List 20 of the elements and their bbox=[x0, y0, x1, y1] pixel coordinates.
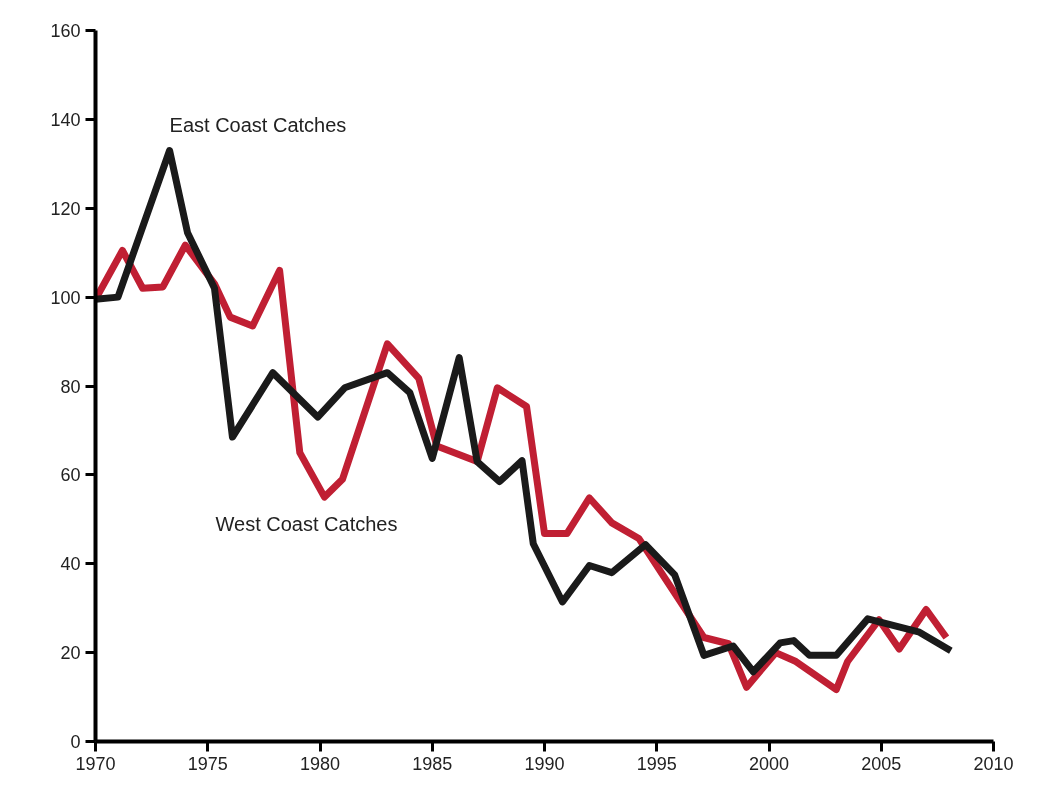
x-tick-label: 1995 bbox=[636, 753, 677, 774]
y-tick-label: 60 bbox=[60, 465, 81, 486]
y-tick-label: 160 bbox=[50, 21, 81, 41]
y-tick-label: 100 bbox=[50, 287, 81, 308]
y-tick-label: 140 bbox=[50, 109, 81, 130]
x-tick-label: 1975 bbox=[187, 753, 228, 774]
y-tick-label: 0 bbox=[70, 732, 81, 752]
x-tick-label: 2005 bbox=[861, 753, 902, 774]
y-tick-label: 40 bbox=[60, 554, 81, 575]
y-tick-label: 20 bbox=[60, 643, 81, 664]
x-tick-label: 2010 bbox=[973, 753, 1014, 774]
series-label: East Coast Catches bbox=[169, 114, 347, 137]
x-tick-label: 2000 bbox=[748, 753, 790, 774]
y-tick-label: 80 bbox=[60, 376, 81, 397]
x-tick-label: 1970 bbox=[75, 753, 116, 774]
y-tick-label: 120 bbox=[50, 198, 81, 219]
x-tick-label: 1985 bbox=[412, 753, 453, 774]
x-tick-label: 1980 bbox=[299, 753, 341, 774]
x-tick-label: 1990 bbox=[524, 753, 565, 774]
series-label: West Coast Catches bbox=[215, 513, 398, 536]
